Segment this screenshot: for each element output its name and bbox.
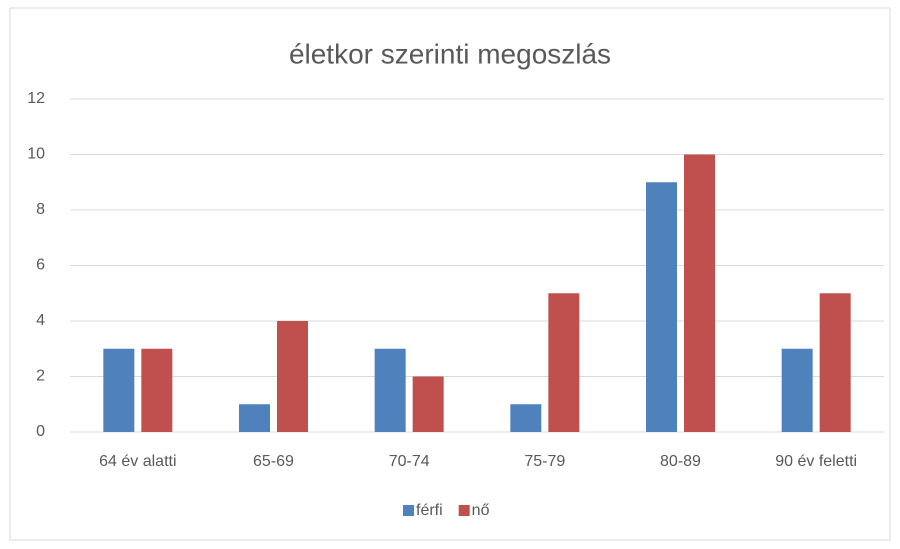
bar	[239, 404, 270, 432]
chart-frame	[9, 7, 891, 541]
x-tick-label: 90 év feletti	[775, 453, 857, 470]
x-tick-label: 75-79	[524, 453, 565, 470]
bar	[412, 376, 444, 432]
x-tick-label: 65-69	[253, 453, 294, 470]
bar	[374, 348, 406, 432]
legend-swatch	[403, 505, 414, 516]
y-tick-label: 12	[27, 90, 45, 107]
bar	[819, 293, 851, 432]
bar	[548, 293, 580, 432]
y-tick-label: 4	[36, 312, 45, 329]
y-tick-label: 2	[36, 368, 45, 385]
bar	[510, 404, 542, 432]
chart-title: életkor szerinti megoszlás	[289, 38, 611, 69]
bar	[684, 154, 715, 432]
bar	[277, 321, 308, 432]
bar	[141, 348, 173, 432]
y-tick-label: 8	[36, 201, 45, 218]
x-tick-label: 64 év alatti	[99, 453, 176, 470]
y-tick-label: 0	[36, 423, 45, 440]
y-tick-label: 10	[27, 146, 45, 163]
bar	[103, 348, 135, 432]
y-tick-label: 6	[36, 257, 45, 274]
bar	[646, 182, 677, 432]
x-tick-label: 70-74	[389, 453, 430, 470]
bar	[781, 348, 813, 432]
x-tick-label: 80-89	[660, 453, 701, 470]
legend-swatch	[458, 505, 470, 516]
legend-label: férfi	[416, 502, 443, 519]
legend-label: nő	[472, 502, 490, 519]
